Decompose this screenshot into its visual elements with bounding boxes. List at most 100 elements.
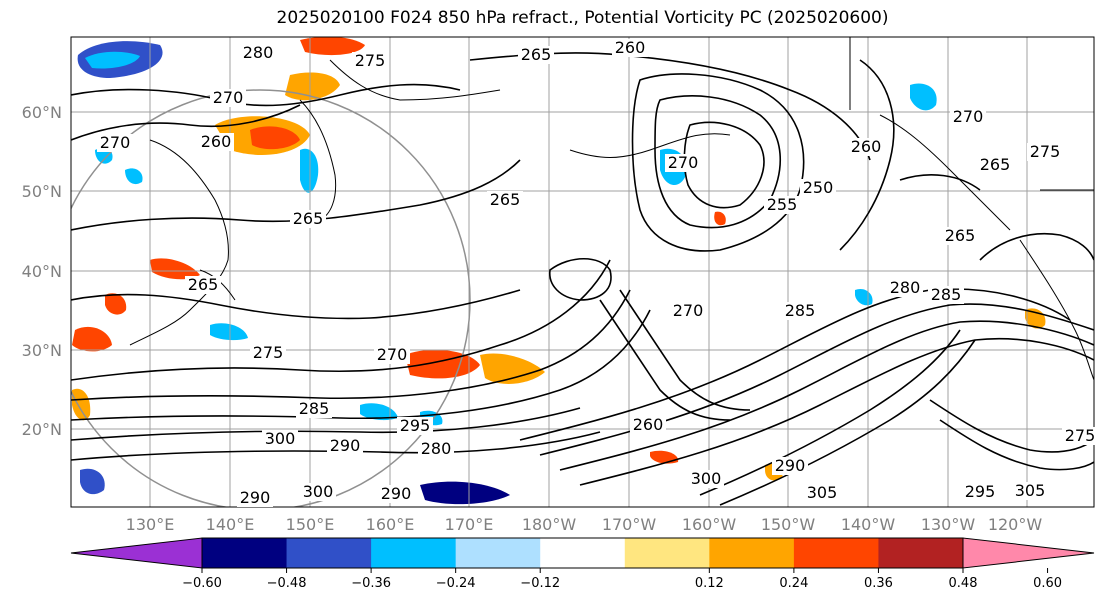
contour-label: 250	[803, 178, 834, 197]
contour-label: 300	[691, 469, 722, 488]
contour-label: 305	[1015, 481, 1046, 500]
contour-label: 305	[807, 483, 838, 502]
lon-label: 170°W	[602, 515, 657, 534]
contour-label: 260	[633, 415, 664, 434]
contour-label-background	[296, 400, 332, 418]
contour-label: 290	[330, 436, 361, 455]
lon-label: 160°W	[682, 515, 737, 534]
contour-label-background	[928, 286, 964, 304]
contour-label: 295	[400, 416, 431, 435]
colorbar-segment	[286, 538, 372, 568]
contour-label-background	[518, 46, 554, 64]
contour-label-background	[670, 302, 706, 320]
contour-label-background	[1012, 482, 1048, 500]
colorbar-segment	[709, 538, 795, 568]
contour-label-background	[962, 483, 998, 501]
colorbar-tick-label: 0.24	[779, 576, 808, 591]
contour-label-background	[665, 154, 701, 172]
contour-label-background	[327, 437, 363, 455]
contour-label-background	[630, 416, 666, 434]
colorbar-tick-label: 0.48	[949, 576, 978, 591]
contour-label: 270	[377, 345, 408, 364]
latitude-labels: 60°N 50°N 40°N 30°N 20°N	[22, 103, 62, 439]
colorbar-segment	[624, 538, 710, 568]
contour-label: 285	[785, 301, 816, 320]
contour-label: 270	[673, 301, 704, 320]
lat-label: 60°N	[22, 103, 62, 122]
colorbar-tick-label: −0.48	[267, 576, 307, 591]
contour-label: 290	[240, 488, 271, 507]
contour-label: 285	[931, 285, 962, 304]
contour-label-background	[210, 89, 246, 107]
contour-label: 275	[1030, 142, 1061, 161]
contour-label: 275	[253, 343, 284, 362]
lon-label: 140°W	[841, 515, 896, 534]
contour-label: 300	[303, 482, 334, 501]
lat-label: 30°N	[22, 341, 62, 360]
shaded-anomalies	[72, 37, 1046, 505]
contour-label-background	[237, 489, 273, 507]
contour-label: 255	[767, 195, 798, 214]
contour-label: 295	[965, 482, 996, 501]
contour-label-background	[1062, 427, 1098, 445]
colorbar: −0.60 −0.48 −0.36 −0.24 −0.12 0.12 0.24 0.36 0.4…	[70, 537, 1095, 591]
contour-label-background	[782, 302, 818, 320]
contour-label-background	[612, 39, 648, 57]
colorbar-segment	[540, 538, 626, 568]
contour-label: 300	[265, 429, 296, 448]
gridlines	[71, 37, 1094, 507]
contour-label: 260	[851, 137, 882, 156]
contour-label: 275	[1065, 426, 1096, 445]
contour-label-background	[290, 210, 326, 228]
contour-label: 265	[980, 155, 1011, 174]
lon-label: 140°E	[206, 515, 255, 534]
contour-labels: 280 275 265 260 270 270 260 265 265 250 255 265 270 2…	[97, 38, 1098, 507]
contour-label: 270	[668, 153, 699, 172]
contour-label-background	[848, 138, 884, 156]
contour-label: 280	[421, 439, 452, 458]
map-title: 2025020100 F024 850 hPa refract., Potent…	[276, 8, 889, 28]
colorbar-tick-label: −0.60	[182, 576, 222, 591]
map-frame	[70, 36, 1095, 508]
colorbar-high-extension	[962, 537, 1095, 569]
colorbar-tick-label: −0.24	[436, 576, 476, 591]
contour-label: 265	[521, 45, 552, 64]
contour-label-background	[418, 440, 454, 458]
colorbar-tick-label: 0.36	[864, 576, 893, 591]
colorbar-low-extension	[70, 537, 203, 569]
contour-label: 285	[299, 399, 330, 418]
lon-label: 150°E	[286, 515, 335, 534]
lon-label: 170°E	[445, 515, 494, 534]
contour-label-background	[300, 483, 336, 501]
contour-label: 270	[100, 133, 131, 152]
lat-label: 40°N	[22, 262, 62, 281]
contour-label: 270	[213, 88, 244, 107]
contour-label-background	[804, 484, 840, 502]
lon-label: 120°W	[988, 515, 1043, 534]
colorbar-tick-label: −0.36	[351, 576, 391, 591]
contour-label-background	[262, 430, 298, 448]
contour-label-background	[887, 279, 923, 297]
contour-label: 275	[355, 51, 386, 70]
contour-label-background	[487, 191, 523, 209]
colorbar-segment	[371, 538, 457, 568]
contour-label: 265	[293, 209, 324, 228]
colorbar-segment	[202, 538, 288, 568]
contour-label-background	[198, 133, 234, 151]
colorbar-segment	[878, 538, 964, 568]
lon-label: 150°W	[761, 515, 816, 534]
contour-label-background	[250, 344, 286, 362]
contour-label-background	[688, 470, 724, 488]
lon-label: 130°W	[921, 515, 976, 534]
contour-label: 260	[201, 132, 232, 151]
contour-lines	[71, 52, 1094, 506]
contour-label-background	[977, 156, 1013, 174]
contour-label: 280	[890, 278, 921, 297]
contour-label-background	[800, 179, 836, 197]
contour-label: 290	[381, 484, 412, 503]
contour-label-background	[352, 52, 388, 70]
contour-label: 260	[615, 38, 646, 57]
lat-label: 20°N	[22, 420, 62, 439]
contour-label-background	[374, 346, 410, 364]
